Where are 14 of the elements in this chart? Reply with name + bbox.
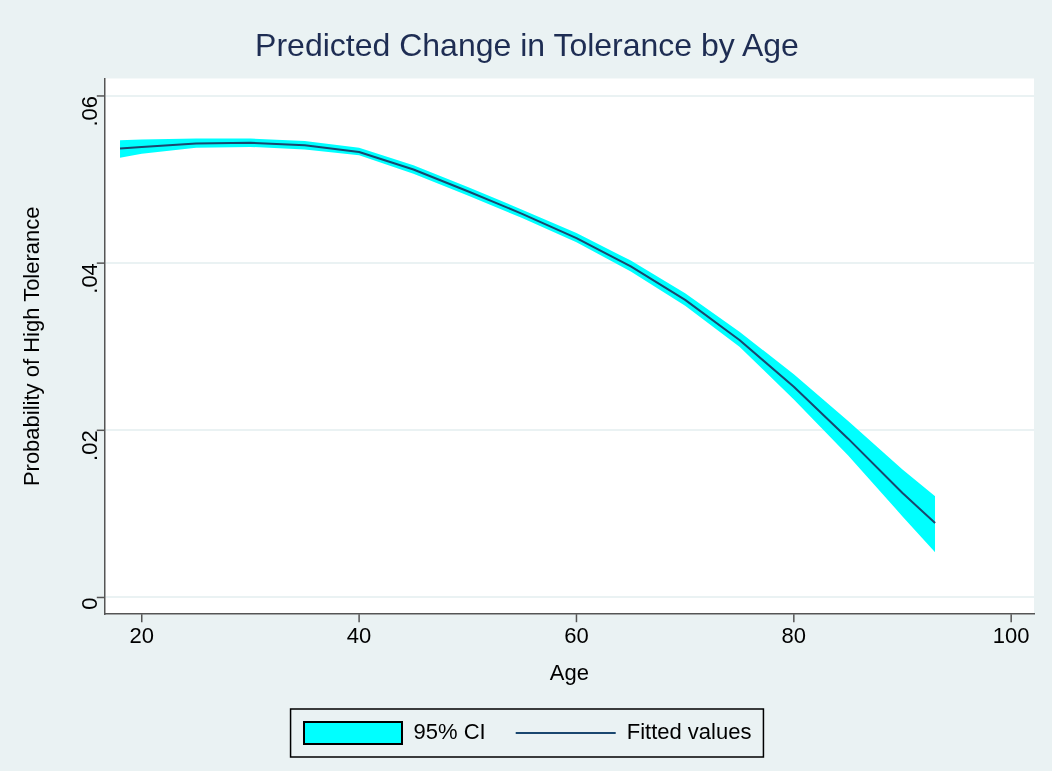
- chart-title: Predicted Change in Tolerance by Age: [255, 27, 799, 64]
- x-axis-title: Age: [549, 659, 589, 685]
- y-tick-label: .04: [76, 263, 102, 294]
- x-tick-label: 100: [992, 623, 1030, 649]
- y-tick-label: .06: [76, 95, 102, 127]
- x-tick-label: 20: [129, 623, 154, 649]
- y-axis-title: Probability of High Tolerance: [19, 206, 45, 487]
- x-tick-label: 60: [564, 623, 589, 649]
- y-tick-label: .02: [76, 430, 102, 461]
- y-tick-label: 0: [76, 597, 102, 610]
- text: 95% CI: [413, 719, 486, 745]
- x-tick-label: 40: [346, 623, 372, 649]
- legend-label: Fitted values: [626, 719, 752, 745]
- x-tick-label: 80: [781, 623, 807, 649]
